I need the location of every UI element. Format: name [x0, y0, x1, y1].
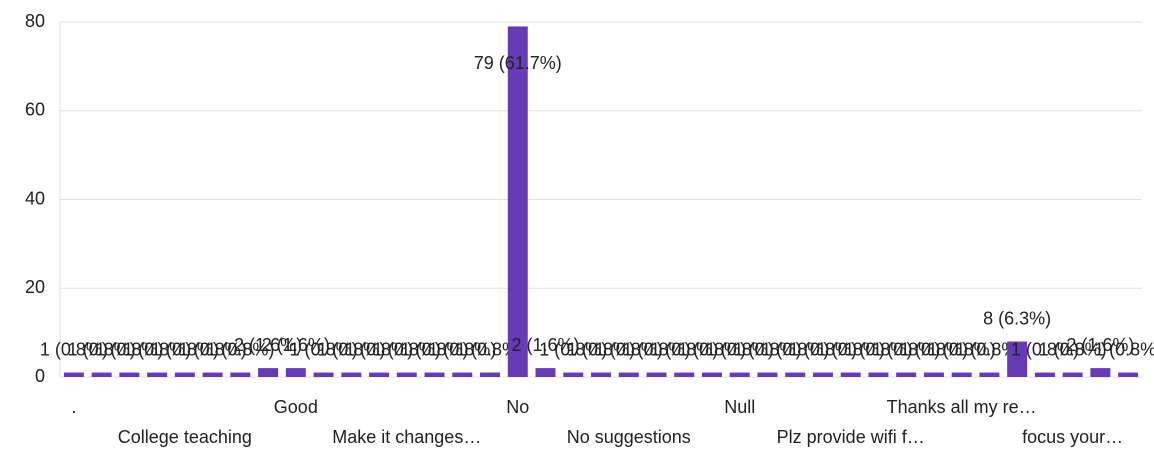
- data-label: 1 (0.8%): [1011, 339, 1079, 359]
- x-tick-label: Null: [724, 397, 755, 417]
- x-tick-label: No: [506, 397, 529, 417]
- bar: [1090, 368, 1111, 377]
- bar: [646, 372, 667, 377]
- data-label: 1 (0.8%): [733, 339, 801, 359]
- data-label: 1 (0.8%): [539, 339, 607, 359]
- bar: [812, 372, 833, 377]
- data-label: 1 (0.8%): [345, 339, 413, 359]
- bar: [91, 372, 112, 377]
- data-label: 2 (1.6%): [262, 335, 330, 355]
- data-label: 2 (1.6%): [234, 335, 302, 355]
- x-tick-label: College teaching: [118, 427, 252, 447]
- data-label: 1 (0.8%): [456, 339, 524, 359]
- data-label: 1 (0.8%): [290, 339, 358, 359]
- bar: [979, 372, 1000, 377]
- data-label: 79 (61.7%): [474, 53, 562, 73]
- bar: [147, 372, 168, 377]
- bar: [119, 372, 140, 377]
- data-label: 1 (0.8%): [872, 339, 940, 359]
- data-label: 1 (0.8%): [761, 339, 829, 359]
- bar: [785, 372, 806, 377]
- data-label: 1 (0.8%): [567, 339, 635, 359]
- data-label: 1 (0.8%): [928, 339, 996, 359]
- bar: [452, 372, 473, 377]
- bar: [1034, 372, 1055, 377]
- bar: [230, 372, 251, 377]
- bar: [1118, 372, 1139, 377]
- data-label: 1 (0.8%): [428, 339, 496, 359]
- bar: [701, 372, 722, 377]
- bar: [674, 372, 695, 377]
- x-tick-label: focus your…: [1022, 427, 1123, 447]
- bar: [369, 372, 390, 377]
- x-tick-label: No suggestions: [567, 427, 691, 447]
- data-label: 1 (0.8%): [1094, 339, 1154, 359]
- data-label: 1 (0.8%): [179, 339, 247, 359]
- data-label: 8 (6.3%): [983, 308, 1051, 328]
- bar: [507, 26, 528, 377]
- bar: [396, 372, 417, 377]
- bar: [63, 372, 84, 377]
- data-label: 1 (0.8%): [844, 339, 912, 359]
- bar: [868, 372, 889, 377]
- bar: [1007, 341, 1028, 377]
- bar: [896, 372, 917, 377]
- bar: [591, 372, 611, 377]
- x-tick-label: Plz provide wifi f…: [777, 427, 925, 447]
- data-label: 1 (0.8%): [68, 339, 136, 359]
- data-label: 1 (0.8%): [789, 339, 857, 359]
- data-label: 1 (0.8%): [123, 339, 191, 359]
- data-label: 1 (0.8%): [595, 339, 663, 359]
- x-tick-label: Thanks all my re…: [887, 397, 1037, 417]
- data-label: 2 (1.6%): [511, 335, 579, 355]
- y-tick-label: 20: [25, 277, 45, 297]
- bar: [618, 372, 639, 377]
- data-label: 1 (0.8%): [151, 339, 219, 359]
- data-label: 1 (0.8%): [955, 339, 1023, 359]
- bar: [174, 372, 195, 377]
- bar: [840, 372, 861, 377]
- data-label: 1 (0.8%): [317, 339, 385, 359]
- y-tick-label: 0: [35, 366, 45, 386]
- bar: [341, 372, 362, 377]
- data-label: 1 (0.8%): [40, 339, 108, 359]
- data-label: 2 (1.6%): [1066, 335, 1134, 355]
- data-label: 1 (0.8%): [706, 339, 774, 359]
- bar: [951, 372, 972, 377]
- bar: [424, 372, 445, 377]
- bar: [923, 372, 944, 377]
- bar: [757, 372, 778, 377]
- x-tick-label: .: [71, 397, 76, 417]
- data-label: 1 (0.8%): [650, 339, 718, 359]
- data-label: 1 (0.8%): [206, 339, 274, 359]
- data-label: 1 (0.8%): [373, 339, 441, 359]
- bar: [480, 372, 501, 377]
- bar: [258, 368, 279, 377]
- x-tick-label: Good: [274, 397, 318, 417]
- bar: [563, 372, 584, 377]
- y-tick-label: 60: [25, 100, 45, 120]
- bar: [729, 372, 750, 377]
- data-label: 1 (0.8%): [401, 339, 469, 359]
- x-tick-label: Make it changes…: [332, 427, 481, 447]
- data-label: 1 (0.8%): [95, 339, 163, 359]
- data-label: 1 (0.8%): [817, 339, 885, 359]
- data-label: 1 (0.8%): [1039, 339, 1107, 359]
- bar: [285, 368, 306, 377]
- bar: [535, 368, 556, 377]
- bar: [1062, 372, 1083, 377]
- y-tick-label: 40: [25, 188, 45, 208]
- y-tick-label: 80: [25, 11, 45, 31]
- data-label: 1 (0.8%): [678, 339, 746, 359]
- data-label: 1 (0.8%): [622, 339, 690, 359]
- data-label: 1 (0.8%): [900, 339, 968, 359]
- bar: [313, 372, 334, 377]
- bar: [202, 372, 223, 377]
